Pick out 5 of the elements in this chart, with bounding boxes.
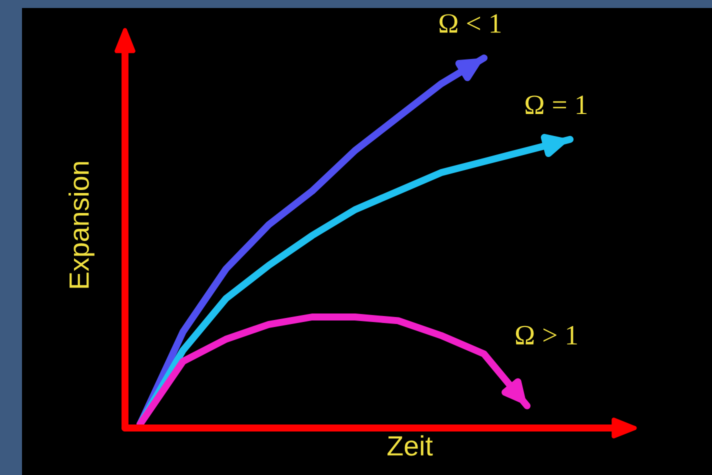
series-label: Ω = 1	[526, 96, 587, 114]
x-axis-title: Zeit	[388, 435, 433, 456]
series-label: Ω < 1	[440, 14, 501, 33]
y-axis-title: Expansion	[68, 162, 94, 288]
series-label: Ω > 1	[516, 326, 577, 344]
